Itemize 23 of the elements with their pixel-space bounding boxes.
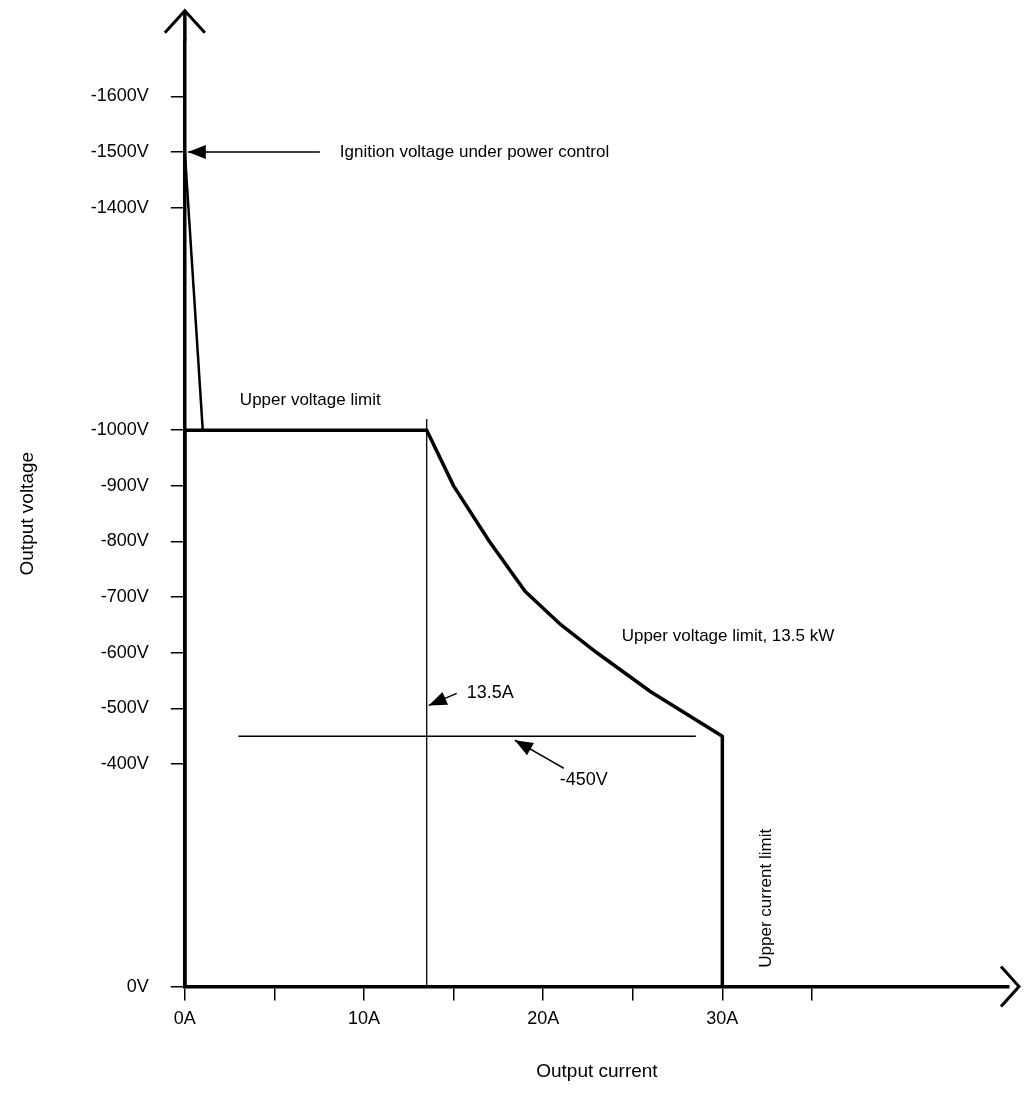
annotation: Ignition voltage under power control (339, 141, 610, 161)
annotation: Upper current limit (755, 828, 775, 968)
x-tick-label: 30A (706, 1008, 739, 1029)
ref-line-label: -450V (559, 769, 608, 790)
y-tick-label: -1400V (90, 196, 149, 217)
y-tick-label: -1000V (90, 419, 149, 440)
x-axis-title: Output current (536, 1059, 659, 1081)
y-tick-label: -800V (100, 530, 149, 551)
annotation: Upper voltage limit, 13.5 kW (621, 626, 835, 646)
y-tick-label: 0V (126, 975, 149, 996)
y-tick-label: -1600V (90, 85, 149, 106)
x-tick-label: 20A (527, 1008, 560, 1029)
y-tick-label: -900V (100, 474, 149, 495)
x-tick-label: 10A (347, 1008, 381, 1029)
y-tick-label: -700V (100, 586, 149, 607)
y-tick-label: -500V (100, 697, 149, 718)
y-axis-title: Output voltage (15, 451, 37, 576)
y-tick-label: -600V (100, 641, 149, 662)
y-tick-label: -400V (100, 753, 149, 774)
y-tick-label: -1500V (90, 141, 149, 162)
x-tick-label: 0A (173, 1008, 196, 1029)
ref-line-label: 13.5A (466, 682, 514, 703)
annotation: Upper voltage limit (239, 389, 381, 409)
